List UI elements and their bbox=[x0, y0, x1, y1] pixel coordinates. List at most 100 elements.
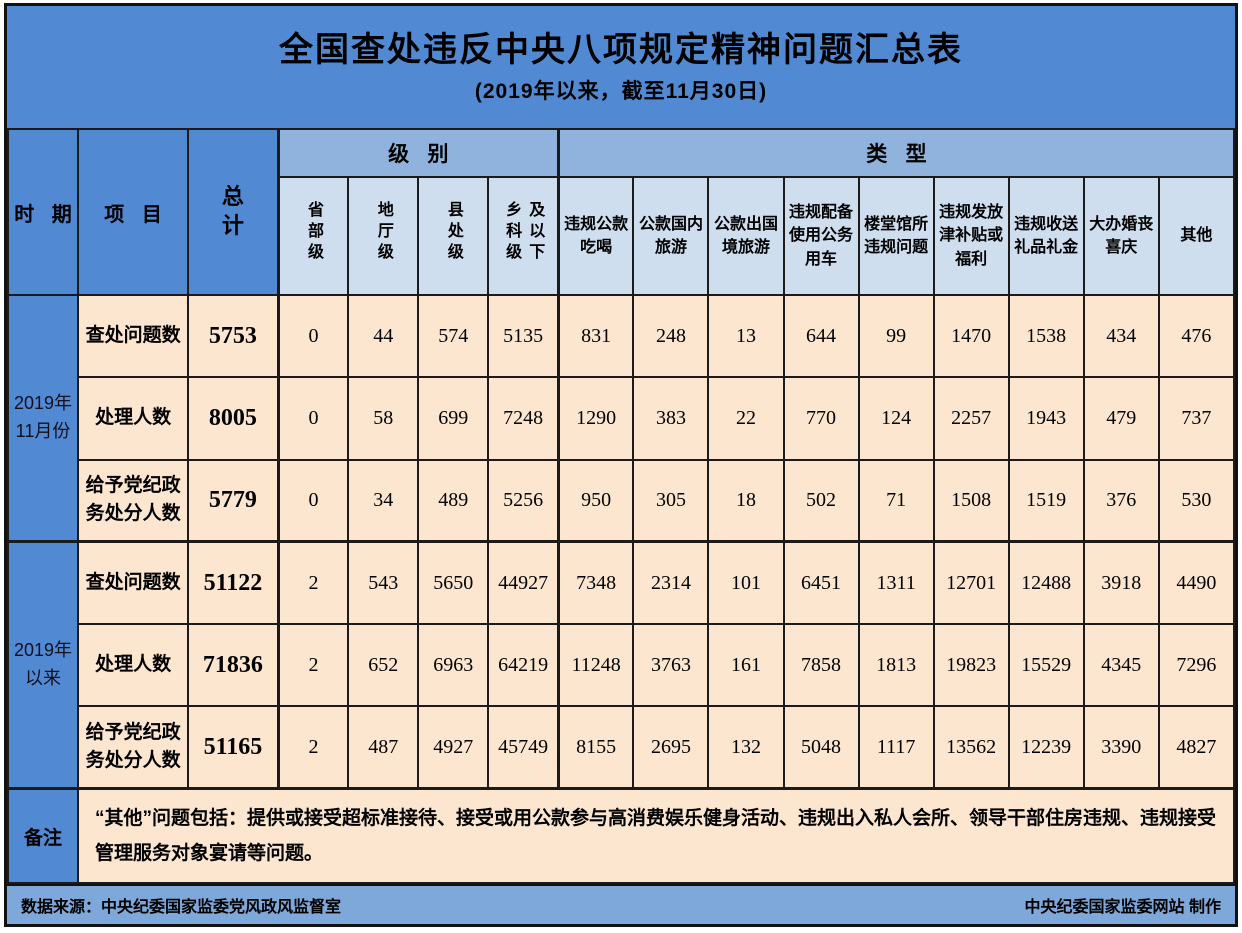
col-header-period: 时 期 bbox=[7, 128, 80, 296]
data-cell: 248 bbox=[632, 293, 710, 379]
data-cell: 305 bbox=[632, 458, 710, 543]
data-cell: 1519 bbox=[1007, 458, 1085, 543]
data-cell: 644 bbox=[782, 293, 860, 379]
data-cell: 2 bbox=[276, 540, 350, 626]
data-cell: 15529 bbox=[1007, 623, 1085, 708]
table-wrap: 时 期 项 目 总计 级 别 类 型 省部级 地厅级 县处级 乡科级及以下 违规… bbox=[7, 128, 1235, 885]
total-cell: 5779 bbox=[187, 458, 280, 543]
data-cell: 479 bbox=[1082, 376, 1160, 461]
col-header-total: 总计 bbox=[187, 128, 280, 296]
col-header-type-4: 违规配备使用公务用车 bbox=[782, 176, 860, 296]
data-cell: 2 bbox=[276, 623, 350, 708]
total-cell: 71836 bbox=[187, 623, 280, 708]
remark-label: 备注 bbox=[7, 787, 80, 885]
data-cell: 770 bbox=[782, 376, 860, 461]
data-cell: 22 bbox=[707, 376, 785, 461]
col-header-level-4-text: 乡科级及以下 bbox=[503, 200, 544, 264]
data-cell: 0 bbox=[276, 458, 350, 543]
data-cell: 8155 bbox=[556, 705, 635, 790]
data-cell: 7348 bbox=[556, 540, 635, 626]
data-cell: 530 bbox=[1157, 458, 1235, 543]
row-label: 处理人数 bbox=[77, 623, 190, 708]
col-header-type-1: 违规公款吃喝 bbox=[556, 176, 635, 296]
data-cell: 5650 bbox=[417, 540, 490, 626]
data-cell: 7248 bbox=[487, 376, 560, 461]
footer-bar: 数据来源：中央纪委国家监委党风政风监督室 中央纪委国家监委网站 制作 bbox=[7, 884, 1235, 924]
total-cell: 51165 bbox=[187, 705, 280, 790]
data-cell: 2257 bbox=[932, 376, 1010, 461]
data-cell: 101 bbox=[707, 540, 785, 626]
data-cell: 831 bbox=[556, 293, 635, 379]
row-label: 处理人数 bbox=[77, 376, 190, 461]
col-header-level-2-text: 地厅级 bbox=[374, 200, 392, 264]
data-cell: 489 bbox=[417, 458, 490, 543]
footer-credit: 中央纪委国家监委网站 制作 bbox=[1024, 899, 1221, 916]
data-cell: 12239 bbox=[1007, 705, 1085, 790]
col-group-type: 类 型 bbox=[556, 128, 1235, 178]
data-cell: 4827 bbox=[1157, 705, 1235, 790]
page-subtitle: (2019年以来，截至11月30日) bbox=[474, 80, 768, 104]
data-cell: 0 bbox=[276, 293, 350, 379]
period-cell: 2019年11月份 bbox=[7, 294, 80, 543]
data-cell: 574 bbox=[417, 293, 490, 379]
data-cell: 18 bbox=[707, 458, 785, 543]
data-cell: 1508 bbox=[932, 458, 1010, 543]
data-cell: 64219 bbox=[487, 623, 560, 708]
data-cell: 2 bbox=[276, 705, 350, 790]
col-header-level-3-text: 县处级 bbox=[444, 200, 462, 264]
data-cell: 99 bbox=[857, 293, 935, 379]
col-header-level-1-text: 省部级 bbox=[305, 200, 323, 264]
data-cell: 2695 bbox=[632, 705, 710, 790]
data-cell: 383 bbox=[632, 376, 710, 461]
data-cell: 1470 bbox=[932, 293, 1010, 379]
page-title: 全国查处违反中央八项规定精神问题汇总表 bbox=[279, 30, 963, 69]
data-cell: 487 bbox=[347, 705, 420, 790]
data-cell: 950 bbox=[556, 458, 635, 543]
total-cell: 5753 bbox=[187, 293, 280, 379]
data-cell: 376 bbox=[1082, 458, 1160, 543]
data-cell: 124 bbox=[857, 376, 935, 461]
data-cell: 13 bbox=[707, 293, 785, 379]
data-cell: 652 bbox=[347, 623, 420, 708]
table-frame: 全国查处违反中央八项规定精神问题汇总表 (2019年以来，截至11月30日) 时… bbox=[4, 3, 1238, 927]
total-cell: 8005 bbox=[187, 376, 280, 461]
data-cell: 4927 bbox=[417, 705, 490, 790]
data-cell: 44 bbox=[347, 293, 420, 379]
data-cell: 476 bbox=[1157, 293, 1235, 379]
data-cell: 6451 bbox=[782, 540, 860, 626]
data-cell: 1117 bbox=[857, 705, 935, 790]
period-cell: 2019年以来 bbox=[7, 540, 80, 790]
col-header-item: 项 目 bbox=[77, 128, 190, 296]
remark-text: “其他”问题包括：提供或接受超标准接待、接受或用公款参与高消费娱乐健身活动、违规… bbox=[77, 787, 1235, 885]
col-header-type-3: 公款出国境旅游 bbox=[707, 176, 785, 296]
col-header-type-9: 其他 bbox=[1157, 176, 1235, 296]
col-header-level-4: 乡科级及以下 bbox=[487, 176, 560, 296]
data-cell: 44927 bbox=[487, 540, 560, 626]
data-cell: 45749 bbox=[487, 705, 560, 790]
col-header-type-2: 公款国内旅游 bbox=[632, 176, 710, 296]
data-cell: 1813 bbox=[857, 623, 935, 708]
col-header-type-5: 楼堂馆所违规问题 bbox=[857, 176, 935, 296]
col-header-level-3: 县处级 bbox=[417, 176, 490, 296]
data-cell: 19823 bbox=[932, 623, 1010, 708]
data-cell: 2314 bbox=[632, 540, 710, 626]
row-label: 查处问题数 bbox=[77, 540, 190, 626]
data-cell: 737 bbox=[1157, 376, 1235, 461]
data-cell: 7296 bbox=[1157, 623, 1235, 708]
data-cell: 1943 bbox=[1007, 376, 1085, 461]
data-cell: 34 bbox=[347, 458, 420, 543]
data-cell: 12488 bbox=[1007, 540, 1085, 626]
total-cell: 51122 bbox=[187, 540, 280, 626]
data-cell: 5135 bbox=[487, 293, 560, 379]
data-cell: 4345 bbox=[1082, 623, 1160, 708]
footer-source: 数据来源：中央纪委国家监委党风政风监督室 bbox=[21, 899, 342, 916]
data-cell: 502 bbox=[782, 458, 860, 543]
col-header-total-text: 总计 bbox=[221, 184, 244, 238]
data-cell: 12701 bbox=[932, 540, 1010, 626]
data-cell: 3763 bbox=[632, 623, 710, 708]
summary-table: 时 期 项 目 总计 级 别 类 型 省部级 地厅级 县处级 乡科级及以下 违规… bbox=[7, 128, 1235, 885]
title-band: 全国查处违反中央八项规定精神问题汇总表 (2019年以来，截至11月30日) bbox=[7, 6, 1235, 128]
data-cell: 58 bbox=[347, 376, 420, 461]
data-cell: 543 bbox=[347, 540, 420, 626]
data-cell: 11248 bbox=[556, 623, 635, 708]
